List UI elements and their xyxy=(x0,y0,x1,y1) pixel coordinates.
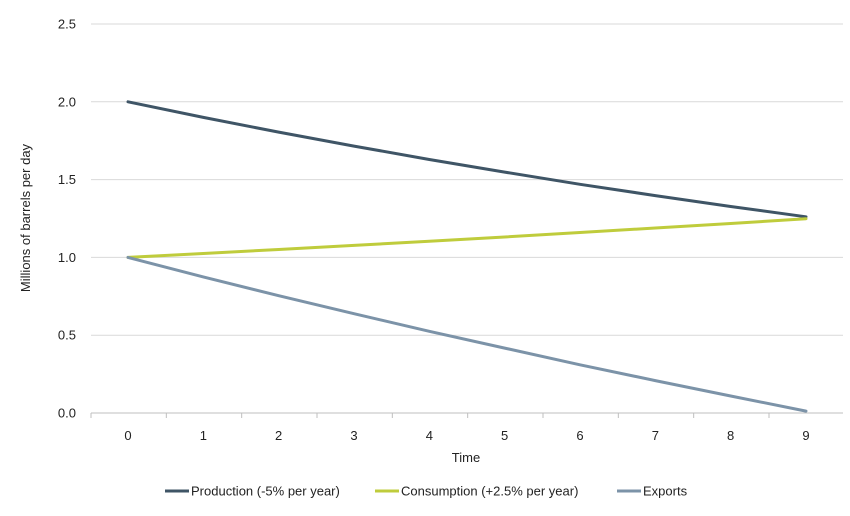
y-axis-title: Millions of barrels per day xyxy=(18,143,33,292)
x-axis: 0 1 2 3 4 5 6 7 8 9 xyxy=(90,412,843,443)
legend-label: Production (-5% per year) xyxy=(191,484,340,499)
legend-label: Exports xyxy=(643,484,688,499)
x-axis-title: Time xyxy=(452,450,480,465)
x-tick-label: 0 xyxy=(124,428,131,443)
gridlines xyxy=(91,23,843,336)
x-tick-label: 4 xyxy=(426,428,433,443)
x-tick-label: 5 xyxy=(501,428,508,443)
y-tick-label: 1.0 xyxy=(58,250,76,265)
series-line-3 xyxy=(126,255,808,413)
x-tick-label: 2 xyxy=(275,428,282,443)
series-line-2 xyxy=(126,217,808,259)
x-tick-label: 1 xyxy=(200,428,207,443)
x-tick-label: 7 xyxy=(652,428,659,443)
x-tick-label: 8 xyxy=(727,428,734,443)
series-line-1 xyxy=(126,100,808,219)
series-lines xyxy=(126,100,808,413)
y-tick-label: 0.5 xyxy=(58,328,76,343)
y-tick-label: 0.0 xyxy=(58,406,76,421)
x-tick-label: 9 xyxy=(802,428,809,443)
x-tick-label: 6 xyxy=(576,428,583,443)
y-tick-label: 2.0 xyxy=(58,94,76,109)
y-axis-tick-labels: 0.0 0.5 1.0 1.5 2.0 2.5 xyxy=(58,17,76,421)
y-tick-label: 2.5 xyxy=(58,17,76,32)
legend-label: Consumption (+2.5% per year) xyxy=(401,484,578,499)
y-tick-label: 1.5 xyxy=(58,172,76,187)
legend: Production (-5% per year) Consumption (+2… xyxy=(165,484,688,499)
x-tick-label: 3 xyxy=(350,428,357,443)
